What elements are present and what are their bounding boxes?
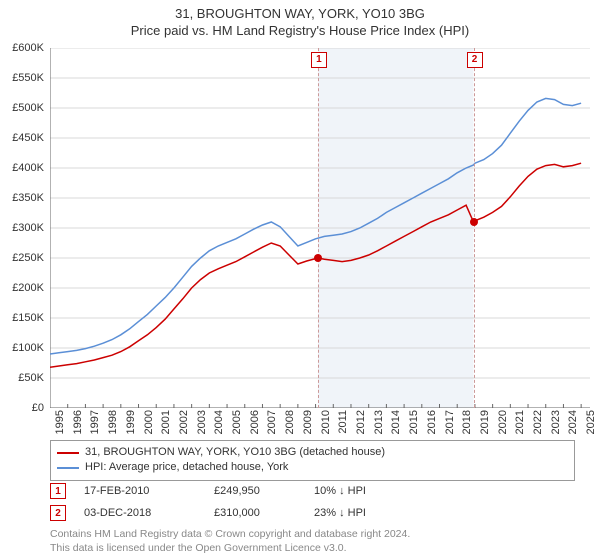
footer-note: Contains HM Land Registry data © Crown c… [50, 528, 575, 555]
y-tick-label: £0 [32, 402, 44, 414]
y-tick-label: £350K [12, 192, 44, 204]
y-tick-label: £550K [12, 72, 44, 84]
x-tick-label: 2022 [532, 410, 544, 434]
x-tick-label: 2001 [160, 410, 172, 434]
sale-date: 17-FEB-2010 [84, 485, 214, 497]
x-tick-label: 1996 [72, 410, 84, 434]
sale-marker-box: 2 [467, 52, 483, 68]
footer-line-1: Contains HM Land Registry data © Crown c… [50, 528, 575, 542]
sale-pct: 23% ↓ HPI [314, 507, 434, 519]
sale-marker-dot [314, 254, 322, 262]
x-tick-label: 2004 [213, 410, 225, 434]
y-tick-label: £250K [12, 252, 44, 264]
footer-line-2: This data is licensed under the Open Gov… [50, 542, 575, 556]
x-tick-label: 2025 [585, 410, 597, 434]
y-tick-label: £50K [18, 372, 44, 384]
x-tick-label: 2014 [390, 410, 402, 434]
x-tick-label: 2010 [320, 410, 332, 434]
title-line-1: 31, BROUGHTON WAY, YORK, YO10 3BG [0, 6, 600, 23]
x-tick-label: 2013 [373, 410, 385, 434]
title-line-2: Price paid vs. HM Land Registry's House … [0, 23, 600, 40]
y-tick-label: £500K [12, 102, 44, 114]
x-tick-label: 2003 [196, 410, 208, 434]
x-tick-label: 2020 [497, 410, 509, 434]
y-tick-label: £100K [12, 342, 44, 354]
legend-swatch [57, 467, 79, 469]
x-tick-label: 2008 [284, 410, 296, 434]
x-tick-label: 2006 [249, 410, 261, 434]
sale-marker-box: 1 [311, 52, 327, 68]
sale-marker-dot [470, 218, 478, 226]
sales-table: 1 17-FEB-2010£249,95010% ↓ HPI 2 03-DEC-201… [50, 480, 575, 524]
sale-date: 03-DEC-2018 [84, 507, 214, 519]
x-tick-label: 2016 [426, 410, 438, 434]
x-tick-label: 2019 [479, 410, 491, 434]
legend-row: 31, BROUGHTON WAY, YORK, YO10 3BG (detac… [57, 445, 568, 460]
legend-box: 31, BROUGHTON WAY, YORK, YO10 3BG (detac… [50, 440, 575, 481]
x-tick-label: 1997 [89, 410, 101, 434]
x-tick-label: 2023 [550, 410, 562, 434]
y-tick-label: £400K [12, 162, 44, 174]
x-tick-label: 2021 [514, 410, 526, 434]
line-chart-svg [50, 48, 590, 408]
sale-pct: 10% ↓ HPI [314, 485, 434, 497]
y-tick-label: £600K [12, 42, 44, 54]
x-tick-label: 1998 [107, 410, 119, 434]
x-tick-label: 2009 [302, 410, 314, 434]
sale-marker-vline [474, 48, 475, 408]
sale-row: 1 17-FEB-2010£249,95010% ↓ HPI [50, 480, 575, 502]
legend-row: HPI: Average price, detached house, York [57, 460, 568, 475]
legend-swatch [57, 452, 79, 454]
x-tick-label: 1999 [125, 410, 137, 434]
legend-label: HPI: Average price, detached house, York [85, 460, 288, 475]
x-tick-label: 2007 [266, 410, 278, 434]
sale-marker-vline [318, 48, 319, 408]
sale-price: £249,950 [214, 485, 314, 497]
legend-label: 31, BROUGHTON WAY, YORK, YO10 3BG (detac… [85, 445, 385, 460]
sale-marker-key: 2 [50, 505, 66, 521]
x-tick-label: 2000 [143, 410, 155, 434]
x-tick-label: 2005 [231, 410, 243, 434]
x-tick-label: 1995 [54, 410, 66, 434]
y-tick-label: £300K [12, 222, 44, 234]
sale-price: £310,000 [214, 507, 314, 519]
y-tick-label: £150K [12, 312, 44, 324]
y-axis-labels: £0£50K£100K£150K£200K£250K£300K£350K£400… [0, 48, 48, 408]
x-tick-label: 2024 [567, 410, 579, 434]
sale-row: 2 03-DEC-2018£310,00023% ↓ HPI [50, 502, 575, 524]
x-axis-labels: 1995 1996 1997 1998 1999 2000 2001 2002 2003 2004… [50, 410, 590, 440]
y-tick-label: £450K [12, 132, 44, 144]
sale-marker-key: 1 [50, 483, 66, 499]
x-tick-label: 2018 [461, 410, 473, 434]
chart-area: £0£50K£100K£150K£200K£250K£300K£350K£400… [50, 48, 590, 408]
y-tick-label: £200K [12, 282, 44, 294]
x-tick-label: 2012 [355, 410, 367, 434]
x-tick-label: 2002 [178, 410, 190, 434]
chart-container: 31, BROUGHTON WAY, YORK, YO10 3BG Price … [0, 0, 600, 560]
x-tick-label: 2015 [408, 410, 420, 434]
x-tick-label: 2017 [444, 410, 456, 434]
title-block: 31, BROUGHTON WAY, YORK, YO10 3BG Price … [0, 0, 600, 40]
x-tick-label: 2011 [337, 410, 349, 434]
